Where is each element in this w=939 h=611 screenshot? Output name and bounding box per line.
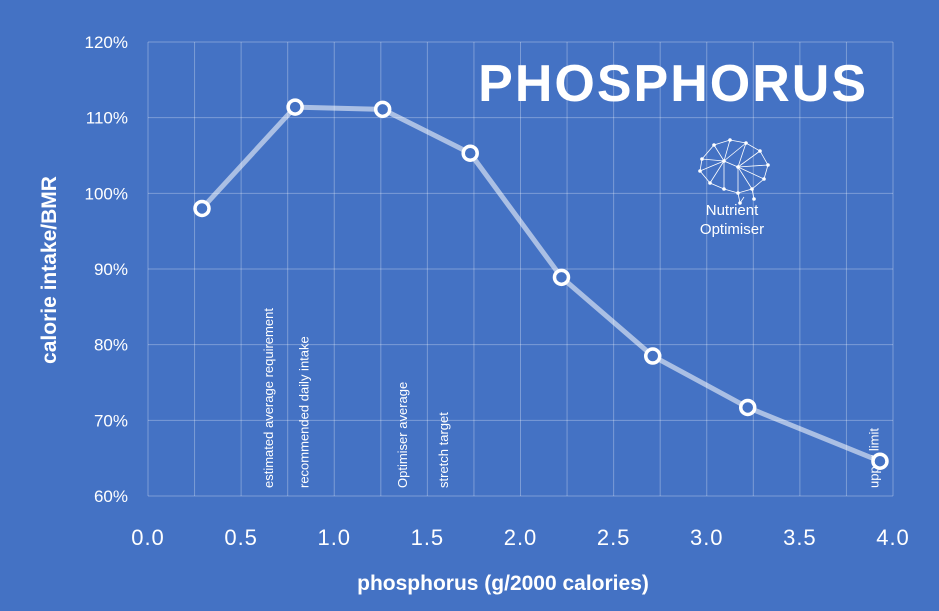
x-axis-title: phosphorus (g/2000 calories)	[357, 572, 649, 595]
data-point	[643, 347, 662, 365]
data-point	[461, 144, 479, 162]
annotation-label: stretch target	[436, 412, 451, 488]
y-tick-label: 100%	[85, 184, 128, 203]
x-axis-ticks: 0.0 0.5 1.0 1.5 2.0 2.5 3.0 3.5 4.0	[131, 525, 910, 550]
y-tick-label: 60%	[94, 487, 128, 506]
x-tick-label: 1.0	[317, 525, 351, 550]
data-point	[738, 398, 757, 417]
series-line	[199, 104, 883, 464]
annotation-label: recommended daily intake	[296, 336, 311, 488]
y-tick-label: 120%	[85, 33, 128, 52]
data-point	[373, 100, 392, 119]
y-axis-title: calorie intake/BMR	[38, 176, 61, 364]
y-tick-label: 90%	[94, 260, 128, 279]
logo: Nutrient Optimiser	[698, 138, 770, 238]
data-point	[286, 98, 304, 116]
x-tick-label: 0.5	[224, 525, 258, 550]
x-tick-label: 2.5	[597, 525, 631, 550]
annotation-label: Optimiser average	[395, 382, 410, 488]
logo-text-line2: Optimiser	[700, 221, 764, 238]
x-tick-label: 0.0	[131, 525, 165, 550]
y-axis-ticks: 60% 70% 80% 90% 100% 110% 120%	[85, 33, 128, 506]
x-tick-label: 3.5	[783, 525, 817, 550]
series	[193, 98, 889, 470]
annotations: estimated average requirement recommended…	[261, 308, 881, 488]
logo-text-line1: Nutrient	[706, 202, 759, 219]
x-tick-label: 2.0	[504, 525, 538, 550]
data-point	[552, 268, 571, 287]
data-point	[193, 199, 211, 218]
chart-title: PHOSPHORUS	[478, 55, 868, 113]
data-point	[871, 452, 889, 470]
x-tick-label: 3.0	[690, 525, 724, 550]
y-tick-label: 110%	[86, 109, 128, 128]
brain-network-icon	[698, 138, 770, 205]
x-tick-label: 4.0	[876, 525, 910, 550]
annotation-label: estimated average requirement	[261, 308, 276, 488]
x-tick-label: 1.5	[411, 525, 445, 550]
y-tick-label: 70%	[94, 411, 128, 430]
y-tick-label: 80%	[94, 336, 128, 355]
